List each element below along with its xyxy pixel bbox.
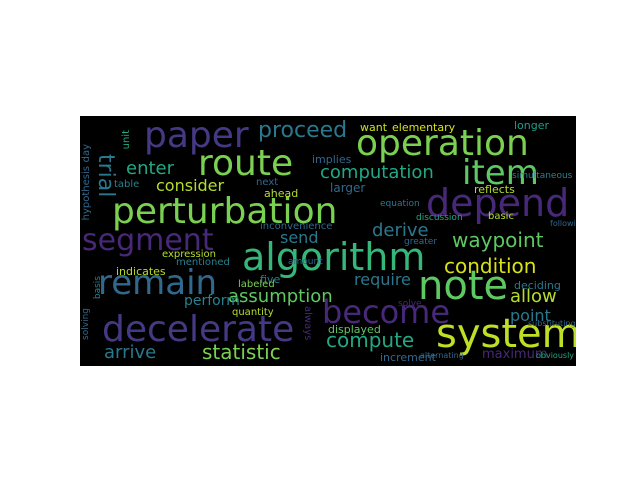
- word-paper: paper: [144, 116, 249, 156]
- word-simultaneous: simultaneous: [512, 171, 573, 181]
- word-labeled: labeled: [238, 279, 275, 290]
- word-obviously: obviously: [536, 351, 575, 360]
- word-perform: perform: [184, 293, 240, 309]
- word-system: system: [436, 311, 576, 357]
- word-inconvenience: inconvenience: [260, 221, 333, 232]
- word-following: following: [550, 219, 576, 228]
- word-enter: enter: [126, 158, 175, 179]
- word-ahead: ahead: [264, 187, 299, 200]
- word-basis: basis: [93, 276, 103, 300]
- word-implies: implies: [312, 153, 352, 166]
- word-item: item: [462, 153, 539, 193]
- word-compute: compute: [326, 328, 415, 352]
- word-deciding: deciding: [514, 279, 561, 292]
- word-derive: derive: [372, 220, 429, 241]
- word-decelerate: decelerate: [102, 309, 295, 350]
- word-condition: condition: [444, 254, 537, 278]
- word-expression: expression: [162, 249, 216, 260]
- word-statistic: statistic: [202, 340, 281, 364]
- word-consider: consider: [156, 176, 225, 195]
- word-allow: allow: [510, 286, 557, 307]
- word-substituting: substituting: [528, 319, 576, 328]
- word-send: send: [280, 228, 319, 247]
- word-amount: amount: [288, 257, 323, 267]
- word-day: day: [81, 144, 92, 163]
- word-solve: solve: [398, 299, 422, 309]
- word-perturbation: perturbation: [112, 191, 338, 232]
- word-remain: remain: [98, 263, 218, 303]
- word-always: always: [302, 306, 313, 341]
- word-mentioned: mentioned: [176, 257, 230, 268]
- word-next: next: [256, 177, 279, 188]
- word-greater: greater: [404, 237, 438, 247]
- word-require: require: [354, 270, 411, 289]
- word-arrive: arrive: [104, 342, 157, 363]
- word-trial: trial: [93, 154, 118, 198]
- word-route: route: [198, 143, 294, 184]
- word-assumption: assumption: [228, 286, 333, 307]
- word-increment: increment: [380, 351, 436, 364]
- word-five: five: [260, 273, 281, 286]
- word-computation: computation: [320, 162, 434, 183]
- word-elementary: elementary: [392, 121, 456, 134]
- word-operation: operation: [356, 123, 529, 164]
- word-equation: equation: [380, 199, 420, 209]
- word-longer: longer: [514, 119, 550, 132]
- word-quantity: quantity: [232, 307, 274, 318]
- word-reflects: reflects: [474, 183, 515, 196]
- word-basic: basic: [488, 211, 514, 222]
- word-table: table: [114, 179, 140, 190]
- word-unit: unit: [121, 130, 132, 150]
- word-hypothesis: hypothesis: [81, 166, 92, 221]
- word-proceed: proceed: [258, 118, 348, 143]
- word-become: become: [322, 293, 451, 331]
- word-waypoint: waypoint: [452, 228, 544, 252]
- word-larger: larger: [330, 181, 366, 195]
- word-note: note: [418, 263, 509, 309]
- word-cloud: paper route operation item perturbation …: [80, 116, 576, 366]
- word-indicates: indicates: [116, 265, 166, 278]
- word-segment: segment: [82, 223, 214, 258]
- word-alternating: alternating: [420, 351, 464, 360]
- word-discussion: discussion: [416, 213, 463, 223]
- word-maximum: maximum: [482, 347, 548, 362]
- word-depend: depend: [426, 181, 570, 225]
- word-want: want: [360, 121, 388, 134]
- word-algorithm: algorithm: [242, 235, 426, 279]
- word-point: point: [510, 306, 551, 325]
- word-solving: solving: [81, 308, 91, 340]
- word-displayed: displayed: [328, 323, 381, 336]
